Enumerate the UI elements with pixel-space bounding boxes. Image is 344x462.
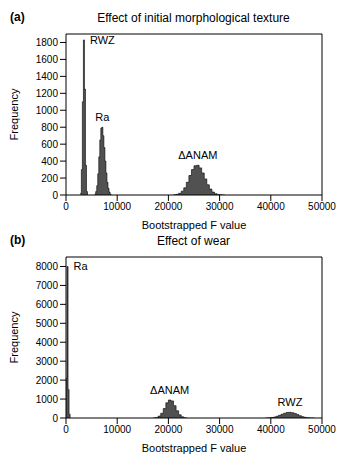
svg-text:0: 0 <box>63 201 69 212</box>
svg-text:200: 200 <box>41 173 58 184</box>
html-text:Effect of wear: Effect of wear <box>156 234 231 248</box>
svg-text:7000: 7000 <box>36 280 59 291</box>
svg-text:800: 800 <box>41 122 58 133</box>
svg-text:50000: 50000 <box>308 424 336 435</box>
html-text:(b): (b) <box>10 233 26 247</box>
svg-text:50000: 50000 <box>308 201 336 212</box>
svg-text:6000: 6000 <box>36 299 59 310</box>
svg-text:1400: 1400 <box>36 71 59 82</box>
svg-text:0: 0 <box>52 190 58 201</box>
svg-text:20000: 20000 <box>154 201 182 212</box>
svg-text:40000: 40000 <box>257 201 285 212</box>
svg-text:ΔANAM: ΔANAM <box>178 149 217 161</box>
svg-text:30000: 30000 <box>206 201 234 212</box>
svg-text:RWZ: RWZ <box>278 396 303 408</box>
svg-text:400: 400 <box>41 156 58 167</box>
svg-text:20000: 20000 <box>154 424 182 435</box>
svg-text:Ra: Ra <box>95 111 110 123</box>
svg-text:1600: 1600 <box>36 54 59 65</box>
svg-text:ΔANAM: ΔANAM <box>150 384 189 396</box>
svg-text:600: 600 <box>41 139 58 150</box>
svg-text:1800: 1800 <box>36 37 59 48</box>
svg-text:2000: 2000 <box>36 375 59 386</box>
svg-text:RWZ: RWZ <box>90 34 115 46</box>
svg-text:3000: 3000 <box>36 356 59 367</box>
svg-text:10000: 10000 <box>103 424 131 435</box>
svg-text:Ra: Ra <box>74 260 89 272</box>
svg-text:10000: 10000 <box>103 201 131 212</box>
svg-text:Bootstrapped F value: Bootstrapped F value <box>142 219 247 231</box>
svg-text:4000: 4000 <box>36 337 59 348</box>
svg-text:8000: 8000 <box>36 261 59 272</box>
svg-text:0: 0 <box>52 413 58 424</box>
svg-text:Frequency: Frequency <box>8 311 20 363</box>
html-text:(a): (a) <box>10 10 25 24</box>
svg-text:Bootstrapped F value: Bootstrapped F value <box>142 442 247 454</box>
html-text:Effect of initial morphologica: Effect of initial morphological texture <box>97 11 290 25</box>
svg-text:1200: 1200 <box>36 88 59 99</box>
svg-text:30000: 30000 <box>206 424 234 435</box>
svg-text:40000: 40000 <box>257 424 285 435</box>
svg-text:5000: 5000 <box>36 318 59 329</box>
svg-text:0: 0 <box>63 424 69 435</box>
svg-text:Frequency: Frequency <box>8 88 20 140</box>
svg-text:1000: 1000 <box>36 105 59 116</box>
svg-text:1000: 1000 <box>36 394 59 405</box>
